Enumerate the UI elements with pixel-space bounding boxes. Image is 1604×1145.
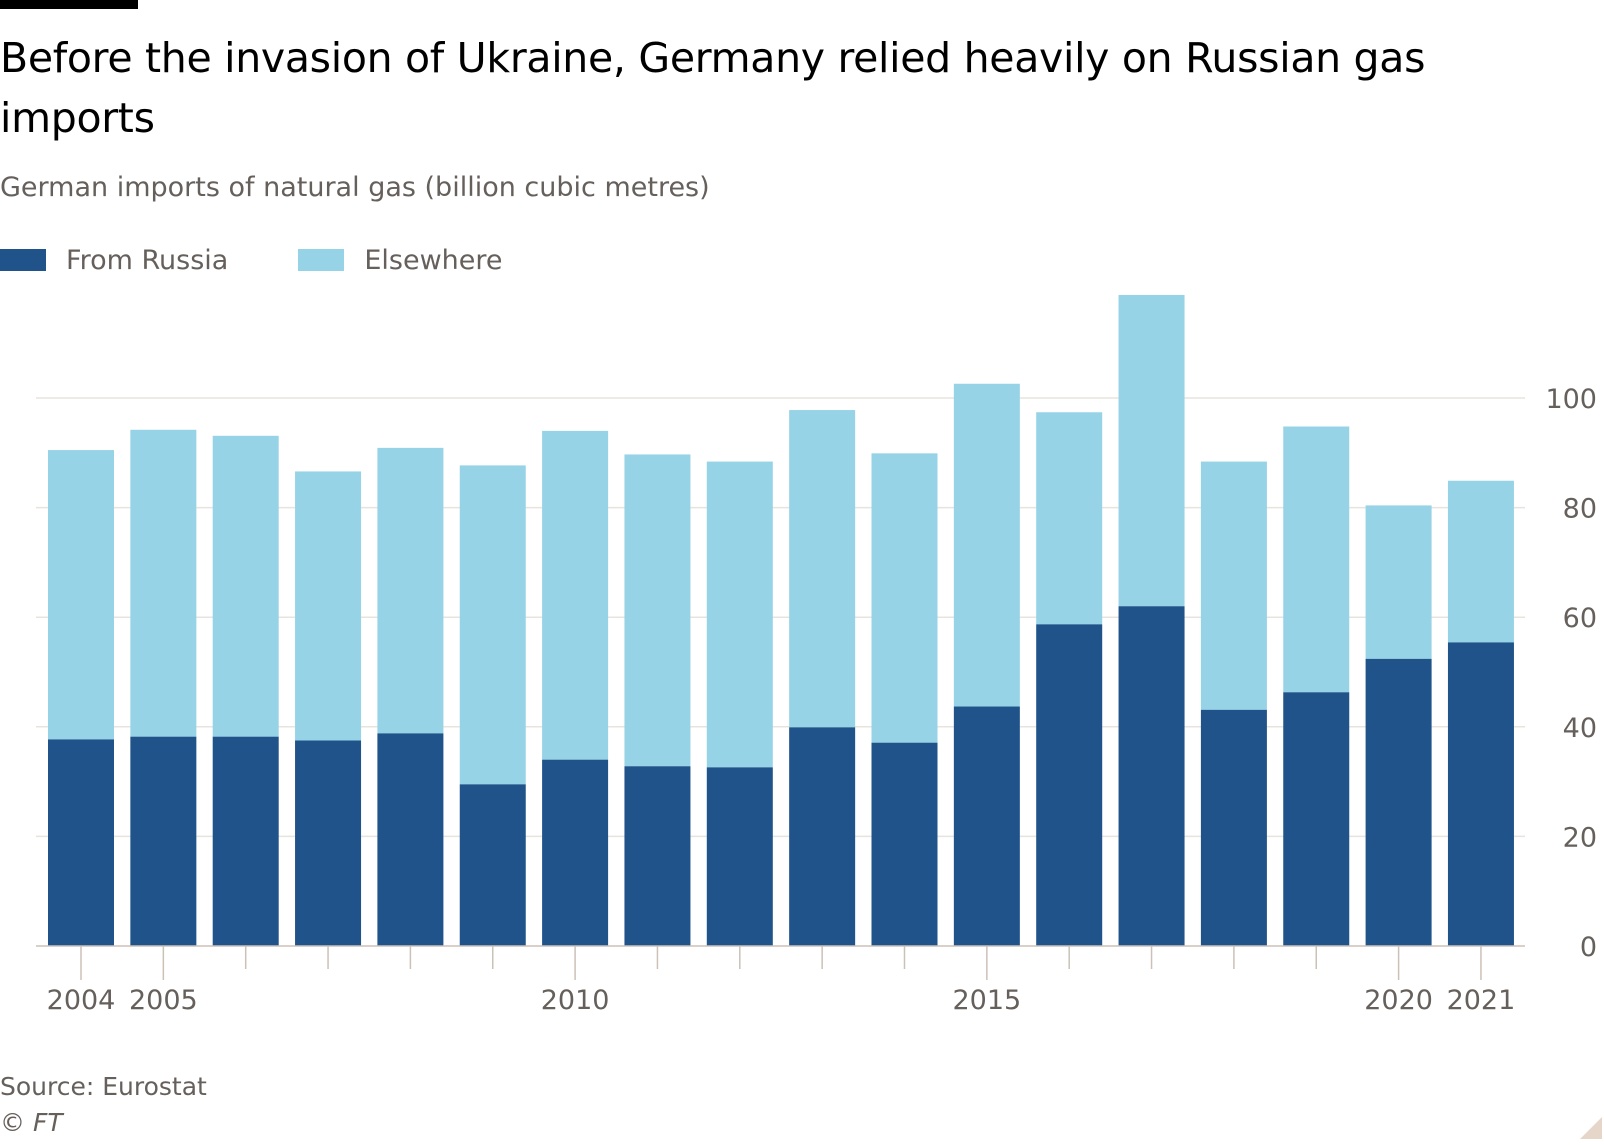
y-tick-label: 20	[1563, 822, 1597, 853]
y-tick-label: 80	[1563, 494, 1597, 525]
corner-fold-icon	[1580, 1117, 1602, 1139]
copyright-note: © FT	[0, 1108, 63, 1137]
bar-russia	[706, 767, 773, 946]
bar-russia	[1200, 709, 1267, 946]
bar-elsewhere	[789, 410, 856, 728]
legend-label-elsewhere: Elsewhere	[364, 244, 503, 276]
bar-elsewhere	[212, 435, 279, 737]
bar-elsewhere	[542, 430, 609, 760]
bar-elsewhere	[624, 454, 691, 767]
x-tick-label: 2021	[1447, 985, 1516, 1016]
chart-title: Before the invasion of Ukraine, Germany …	[0, 34, 1426, 142]
x-tick-label: 2010	[541, 985, 610, 1016]
y-tick-label: 40	[1563, 713, 1597, 744]
bar-russia	[377, 733, 444, 946]
legend-label-russia: From Russia	[66, 244, 229, 276]
bar-elsewhere	[1283, 426, 1350, 693]
stacked-bar-chart: 0 20 40 60 80 100 2004 2005 2010 2015 2020 2021	[36, 294, 1597, 1016]
bar-russia	[295, 740, 362, 946]
x-tick-label: 2020	[1364, 985, 1433, 1016]
bar-russia	[1118, 606, 1185, 946]
bar-russia	[624, 766, 691, 946]
y-tick-label: 60	[1563, 603, 1597, 634]
x-tick-label: 2015	[952, 985, 1021, 1016]
bar-elsewhere	[1365, 505, 1432, 659]
bar-elsewhere	[377, 447, 444, 734]
bar-russia	[953, 706, 1020, 946]
bar-elsewhere	[871, 453, 938, 743]
x-tick-label: 2004	[47, 985, 116, 1016]
bar-russia	[1036, 624, 1103, 946]
legend-item-russia: From Russia	[0, 245, 228, 276]
bar-russia	[871, 742, 938, 946]
legend-swatch-elsewhere	[298, 249, 345, 271]
y-tick-label: 0	[1580, 932, 1597, 963]
bar-russia	[1447, 642, 1514, 946]
bar-elsewhere	[130, 429, 197, 737]
bar-russia	[48, 739, 114, 946]
bar-russia	[1283, 692, 1350, 946]
bar-russia	[789, 727, 856, 946]
chart-subtitle: German imports of natural gas (billion c…	[0, 172, 710, 203]
legend-swatch-russia	[0, 249, 46, 271]
bar-elsewhere	[953, 383, 1020, 707]
y-tick-label: 100	[1545, 384, 1597, 415]
bar-elsewhere	[48, 450, 114, 740]
x-tick-label: 2005	[129, 985, 198, 1016]
bar-elsewhere	[706, 461, 773, 768]
bar-russia	[542, 759, 609, 946]
bar-russia	[459, 784, 526, 946]
legend-item-elsewhere: Elsewhere	[298, 244, 503, 276]
bar-elsewhere	[459, 465, 526, 785]
bar-russia	[1365, 658, 1432, 946]
bar-elsewhere	[295, 471, 362, 741]
bar-elsewhere	[1200, 461, 1267, 710]
bar-elsewhere	[1447, 480, 1514, 643]
bar-russia	[130, 736, 197, 946]
bar-russia	[212, 736, 279, 946]
brand-bar	[0, 0, 138, 9]
bar-elsewhere	[1118, 294, 1185, 607]
bar-elsewhere	[1036, 412, 1103, 625]
source-note: Source: Eurostat	[0, 1072, 207, 1101]
legend: From Russia Elsewhere	[0, 240, 573, 280]
